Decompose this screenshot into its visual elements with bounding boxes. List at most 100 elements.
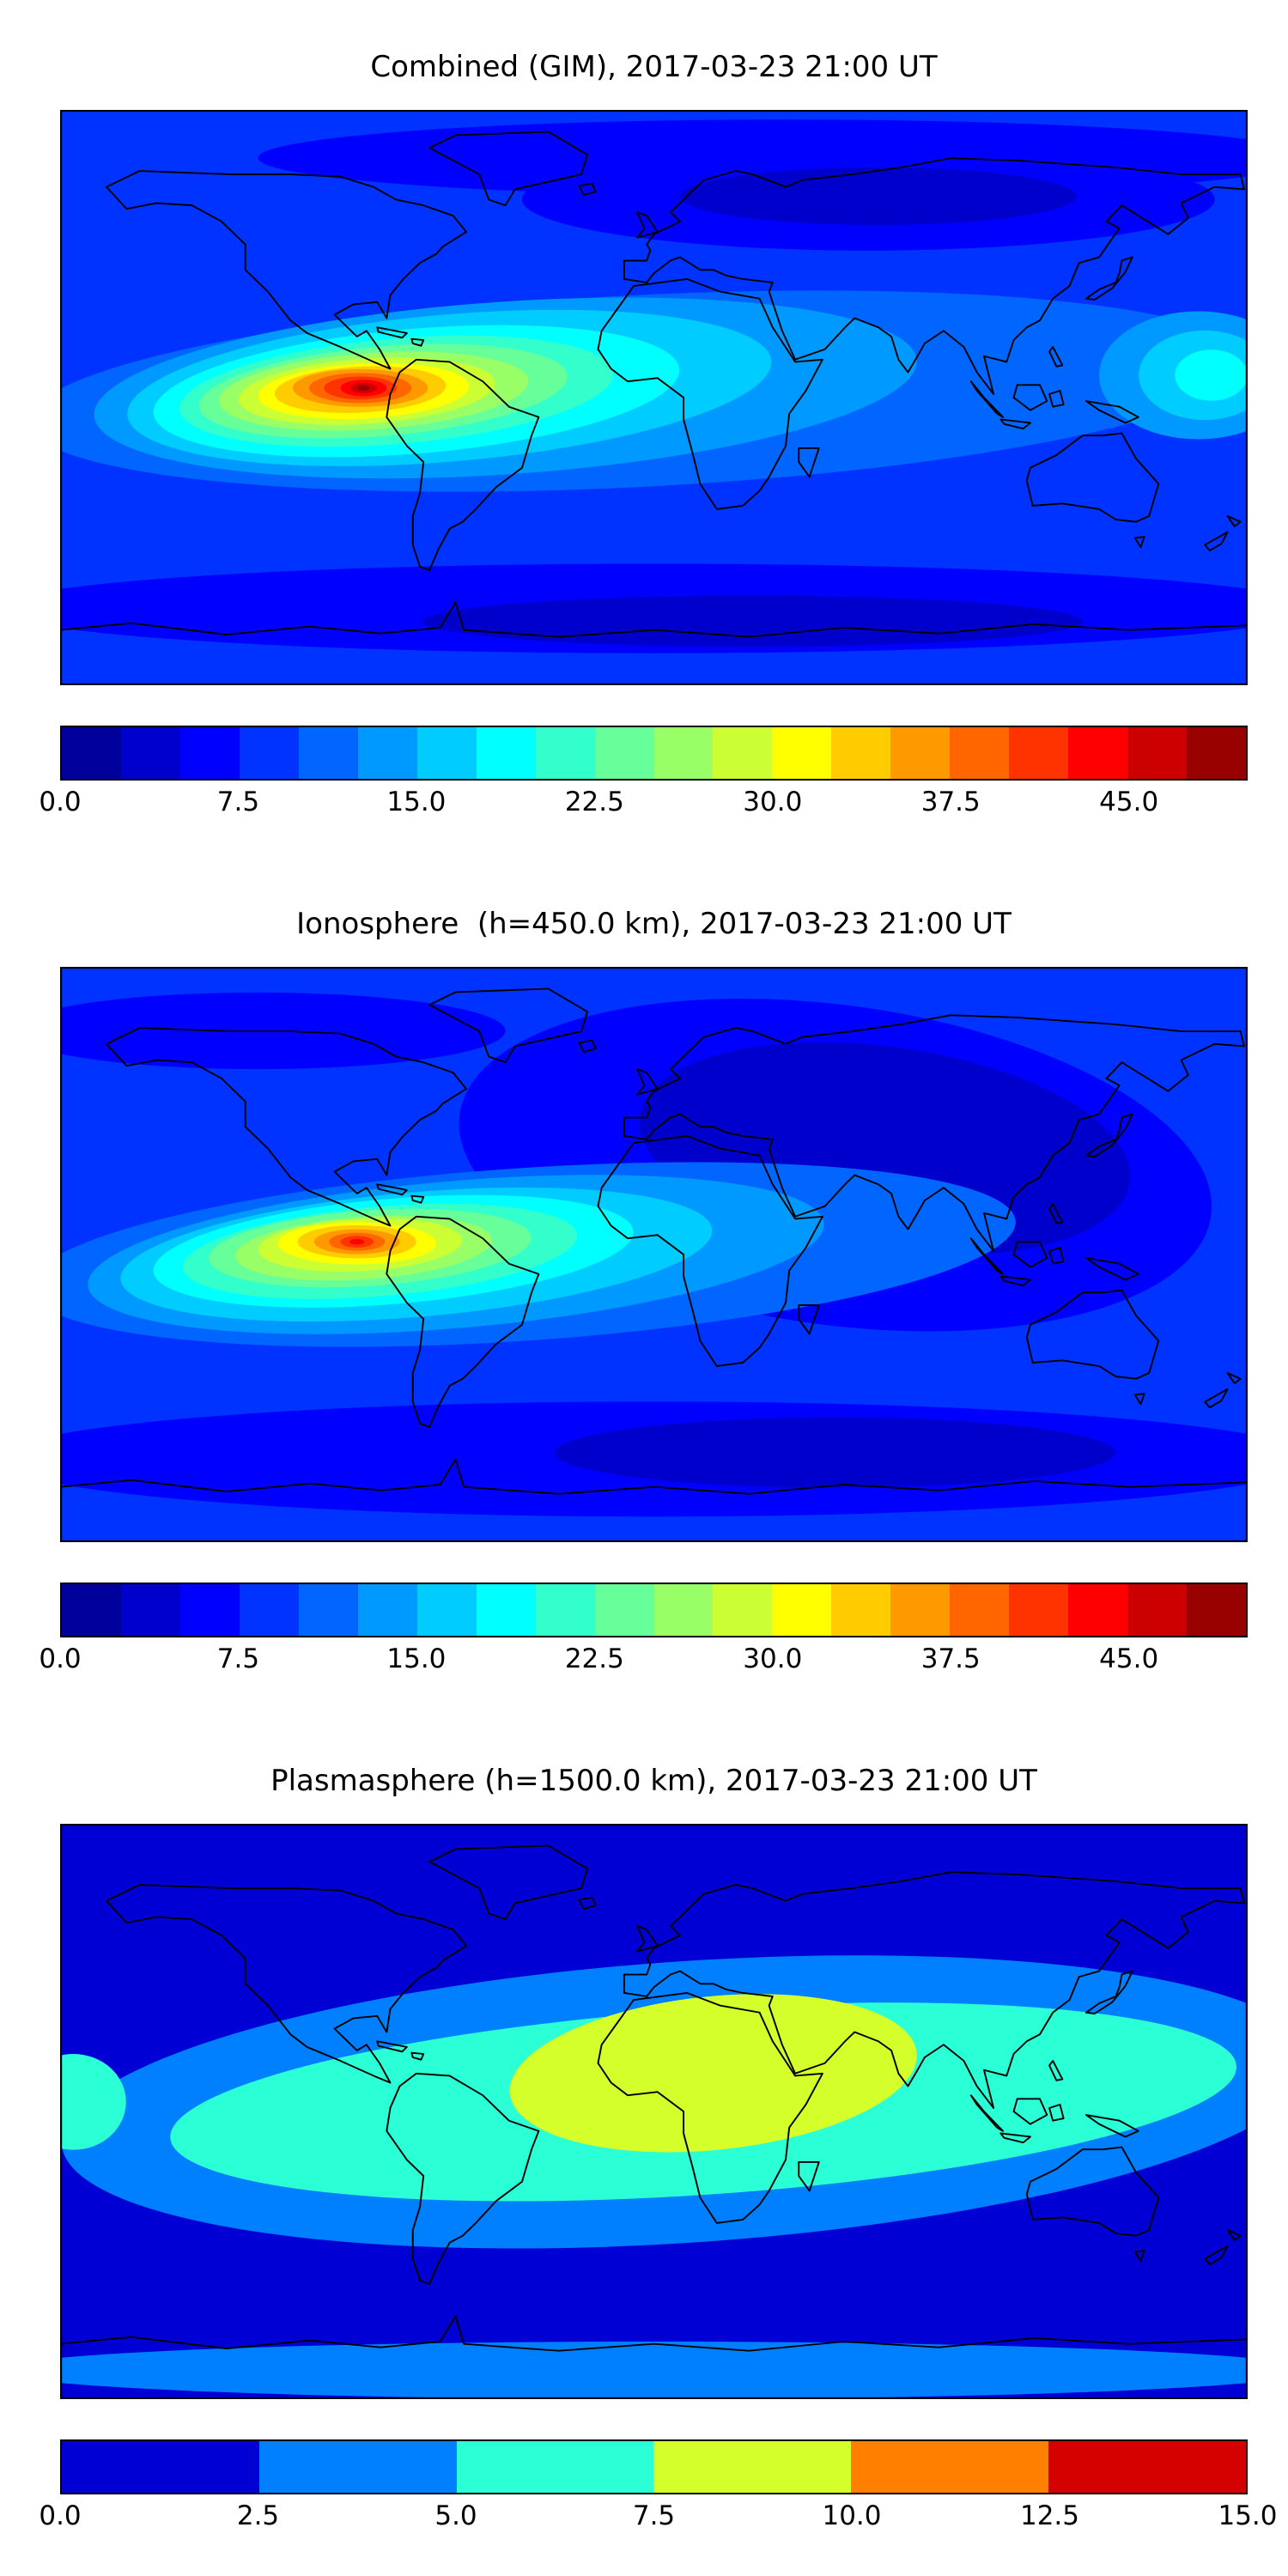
- contour-region: [349, 1238, 365, 1245]
- tec-map: [60, 1824, 1248, 2399]
- colorbar-segment: [239, 1584, 299, 1636]
- map-frame: [60, 967, 1248, 1542]
- colorbar-tick-label: 0.0: [39, 1643, 82, 1674]
- contour-region: [60, 2054, 126, 2150]
- colorbar-tick-label: 7.5: [216, 1643, 260, 1674]
- colorbar-segment: [120, 1584, 180, 1636]
- map-svg: [60, 967, 1248, 1542]
- colorbar-gradient: [62, 1584, 1247, 1636]
- colorbar-segment: [713, 1584, 773, 1636]
- colorbar-gradient: [62, 727, 1247, 779]
- tec-map: [60, 110, 1248, 685]
- colorbar-segment: [120, 727, 180, 779]
- colorbar-segment: [594, 727, 654, 779]
- colorbar-segment: [179, 1584, 240, 1636]
- colorbar-segment: [298, 727, 358, 779]
- colorbar-ticks: 0.0 7.5 15.0 22.5 30.0 37.5 45.0: [39, 787, 1248, 823]
- colorbar-segment: [594, 1584, 654, 1636]
- tec-map: [60, 967, 1248, 1542]
- colorbar-segment: [62, 1584, 121, 1636]
- colorbar-tick-label: 10.0: [822, 2500, 882, 2531]
- colorbar-segment: [1127, 727, 1188, 779]
- map-svg: [60, 110, 1248, 685]
- colorbar-tick-label: 22.5: [564, 1643, 624, 1674]
- colorbar-segment: [653, 727, 714, 779]
- tec-panel: Plasmasphere (h=1500.0 km), 2017-03-23 2…: [0, 1764, 1288, 2537]
- colorbar-segment: [298, 1584, 358, 1636]
- colorbar-tick-label: 30.0: [743, 1643, 803, 1674]
- colorbar-segment: [1068, 727, 1128, 779]
- colorbar-segment: [831, 727, 891, 779]
- map-frame: [60, 110, 1248, 685]
- colorbar-segment: [535, 727, 595, 779]
- colorbar-tick-label: 7.5: [632, 2500, 676, 2531]
- colorbar-segment: [950, 727, 1010, 779]
- colorbar-tick-label: 2.5: [236, 2500, 280, 2531]
- colorbar-segment: [772, 1584, 832, 1636]
- colorbar-segment: [890, 727, 951, 779]
- colorbar-tick-label: 37.5: [920, 787, 981, 817]
- colorbar-segment: [772, 727, 832, 779]
- contour-layer: [60, 992, 1248, 1517]
- colorbar-segment: [239, 727, 299, 779]
- colorbar-segment: [851, 2441, 1049, 2493]
- colorbar: [60, 1583, 1248, 1637]
- colorbar-segment: [62, 2441, 259, 2493]
- tec-panel: Combined (GIM), 2017-03-23 21:00 UT 0.0 7…: [0, 0, 1288, 823]
- colorbar-segment: [1127, 1584, 1188, 1636]
- contour-layer: [60, 1955, 1248, 2399]
- tec-panel: Ionosphere (h=450.0 km), 2017-03-23 21:0…: [0, 907, 1288, 1680]
- colorbar-tick-label: 15.0: [386, 787, 447, 817]
- colorbar-segment: [416, 727, 477, 779]
- contour-layer: [60, 119, 1248, 653]
- colorbar-segment: [1187, 1584, 1247, 1636]
- colorbar: [60, 2439, 1248, 2494]
- colorbar-segment: [535, 1584, 595, 1636]
- colorbar-tick-label: 37.5: [920, 1643, 981, 1674]
- colorbar-tick-label: 15.0: [386, 1643, 447, 1674]
- colorbar: [60, 726, 1248, 781]
- contour-region: [357, 385, 370, 391]
- colorbar-segment: [179, 727, 240, 779]
- panel-title: Plasmasphere (h=1500.0 km), 2017-03-23 2…: [270, 1764, 1037, 1798]
- colorbar-segment: [1009, 727, 1069, 779]
- contour-region: [680, 167, 1077, 225]
- colorbar-gradient: [62, 2441, 1246, 2493]
- contour-region: [60, 2342, 1248, 2399]
- colorbar-tick-label: 15.0: [1218, 2500, 1278, 2531]
- colorbar-tick-label: 7.5: [216, 787, 260, 817]
- colorbar-segment: [62, 727, 121, 779]
- colorbar-tick-label: 0.0: [39, 2500, 82, 2531]
- colorbar-tick-label: 45.0: [1099, 1643, 1159, 1674]
- colorbar-segment: [1187, 727, 1247, 779]
- colorbar-segment: [456, 2441, 654, 2493]
- colorbar-tick-label: 22.5: [564, 787, 624, 817]
- colorbar-tick-label: 0.0: [39, 787, 82, 817]
- colorbar-segment: [476, 1584, 536, 1636]
- contour-region: [422, 595, 1083, 647]
- colorbar-tick-label: 5.0: [434, 2500, 477, 2531]
- colorbar-segment: [357, 1584, 417, 1636]
- colorbar-segment: [831, 1584, 891, 1636]
- colorbar-segment: [357, 727, 417, 779]
- colorbar-segment: [653, 1584, 714, 1636]
- contour-region: [509, 1994, 917, 2153]
- colorbar-segment: [1048, 2441, 1246, 2493]
- contour-region: [555, 1417, 1116, 1488]
- colorbar-segment: [950, 1584, 1010, 1636]
- colorbar-tick-label: 12.5: [1019, 2500, 1080, 2531]
- colorbar-segment: [258, 2441, 457, 2493]
- colorbar-tick-label: 45.0: [1099, 787, 1159, 817]
- colorbar-segment: [476, 727, 536, 779]
- colorbar-ticks: 0.0 7.5 15.0 22.5 30.0 37.5 45.0: [39, 1643, 1248, 1680]
- colorbar-tick-label: 30.0: [743, 787, 803, 817]
- map-svg: [60, 1824, 1248, 2399]
- colorbar-segment: [416, 1584, 477, 1636]
- panel-title: Combined (GIM), 2017-03-23 21:00 UT: [370, 50, 938, 84]
- panel-title: Ionosphere (h=450.0 km), 2017-03-23 21:0…: [296, 907, 1012, 941]
- colorbar-ticks: 0.0 2.5 5.0 7.5 10.0 12.5 15.0: [39, 2500, 1277, 2537]
- colorbar-segment: [890, 1584, 951, 1636]
- colorbar-segment: [713, 727, 773, 779]
- map-frame: [60, 1824, 1248, 2399]
- colorbar-segment: [653, 2441, 852, 2493]
